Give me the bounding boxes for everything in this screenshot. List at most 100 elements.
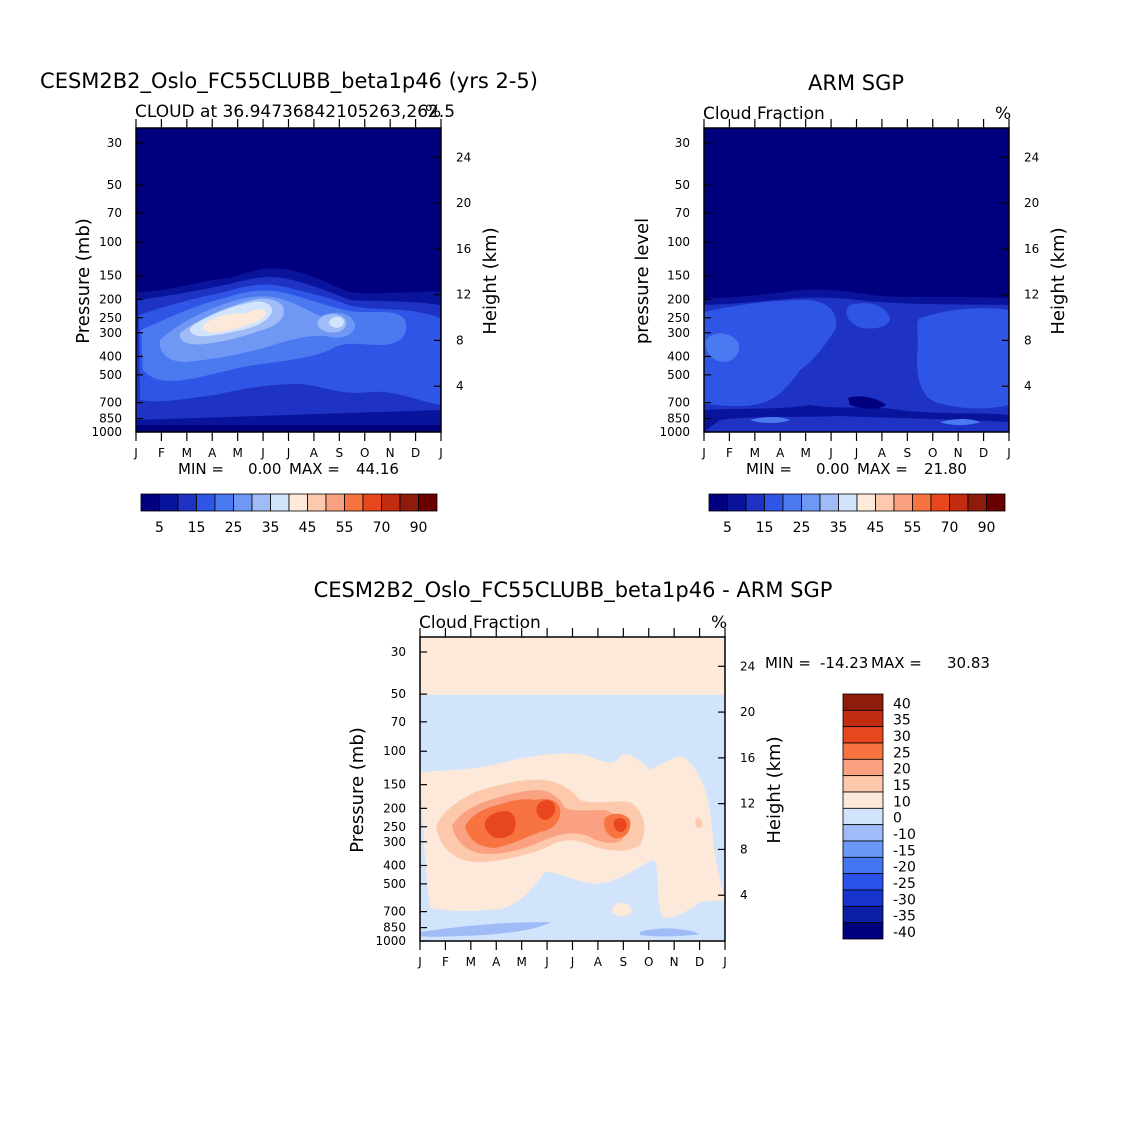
x-tick-label: J xyxy=(854,446,859,460)
level-4-low-b xyxy=(940,419,980,425)
y-tick-label: 100 xyxy=(99,235,122,249)
y-tick-label: 700 xyxy=(383,905,406,919)
level-8 xyxy=(203,308,266,333)
colorbar-box xyxy=(362,493,382,512)
colorbar-box xyxy=(842,791,884,809)
panel-obs-min-label: MIN = xyxy=(746,460,792,478)
colorbar-box xyxy=(842,856,884,875)
colorbar-label: 90 xyxy=(978,520,996,536)
colorbar-box xyxy=(967,493,987,512)
colorbar-label: 35 xyxy=(262,520,280,536)
y-tick-label: 250 xyxy=(99,311,122,325)
colorbar-box xyxy=(177,493,197,512)
colorbar-box xyxy=(842,824,884,842)
y-tick-label: 400 xyxy=(383,858,406,872)
level-4 xyxy=(705,333,740,362)
level-3 xyxy=(704,300,837,407)
panel-obs-colorbar: 5 15 25 35 45 55 70 90 xyxy=(708,493,1006,536)
colorbar-box xyxy=(842,840,884,858)
y-tick-label: 850 xyxy=(383,921,406,935)
panel-diff-ylabel-right: Height (km) xyxy=(764,736,785,843)
y-right-tick-label: 16 xyxy=(456,242,471,256)
panel-diff: CESM2B2_Oslo_FC55CLUBB_beta1p46 - ARM SG… xyxy=(314,578,990,969)
x-tick-label: J xyxy=(828,446,833,460)
x-tick-label: M xyxy=(232,446,242,460)
panel-obs-plot xyxy=(704,128,1009,432)
x-tick-label: F xyxy=(726,446,733,460)
colorbar-label: 25 xyxy=(793,520,811,536)
level-25-30b xyxy=(536,800,556,820)
panel-model-max-value: 44.16 xyxy=(356,460,399,478)
colorbar-label: -10 xyxy=(893,827,916,843)
colorbar-box xyxy=(140,493,160,512)
y-tick-label: 400 xyxy=(99,349,122,363)
panel-diff-ylabel: Pressure (mb) xyxy=(347,727,368,853)
y-tick-label: 70 xyxy=(391,715,406,729)
colorbar-box xyxy=(838,493,858,512)
y-tick-label: 200 xyxy=(383,801,406,815)
panel-model-max-label: MAX = xyxy=(289,460,340,478)
colorbar-box xyxy=(842,709,884,728)
y-tick-label: 300 xyxy=(667,326,690,340)
colorbar-label: 70 xyxy=(941,520,959,536)
x-tick-label: J xyxy=(701,446,706,460)
y-tick-label: 70 xyxy=(675,206,690,220)
y-tick-label: 1000 xyxy=(659,425,690,439)
y-right-tick-label: 20 xyxy=(740,705,755,719)
panel-model-units: % xyxy=(425,102,441,122)
y-tick-label: 100 xyxy=(383,744,406,758)
colorbar-box xyxy=(708,493,728,512)
y-tick-label: 700 xyxy=(667,396,690,410)
x-tick-label: A xyxy=(594,955,603,969)
colorbar-box xyxy=(801,493,821,512)
y-tick-label: 150 xyxy=(667,269,690,283)
y-tick-label: 50 xyxy=(107,178,122,192)
panel-diff-units: % xyxy=(711,613,727,633)
level-3b xyxy=(846,303,890,329)
x-tick-label: M xyxy=(516,955,526,969)
panel-diff-min-label: MIN = xyxy=(765,654,811,672)
x-tick-label: J xyxy=(438,446,443,460)
colorbar-box xyxy=(842,873,884,891)
colorbar-label: 25 xyxy=(225,520,243,536)
x-tick-label: D xyxy=(411,446,420,460)
y-tick-label: 50 xyxy=(675,178,690,192)
y-right-tick-label: 20 xyxy=(1024,196,1039,210)
colorbar-box xyxy=(418,493,438,512)
y-right-tick-label: 12 xyxy=(1024,288,1039,302)
colorbar-label: 40 xyxy=(893,696,911,712)
colorbar-box xyxy=(325,493,345,512)
panel-obs-title: ARM SGP xyxy=(808,71,904,95)
colorbar-box xyxy=(949,493,969,512)
y-tick-label: 300 xyxy=(99,326,122,340)
colorbar-label: 55 xyxy=(904,520,922,536)
colorbar-label: -20 xyxy=(893,860,916,876)
panel-diff-subtitle: Cloud Fraction xyxy=(419,613,541,633)
y-tick-label: 30 xyxy=(675,136,690,150)
y-tick-label: 850 xyxy=(99,412,122,426)
colorbar-box xyxy=(842,775,884,793)
colorbar-box xyxy=(251,493,271,512)
colorbar-label: 5 xyxy=(155,520,164,536)
x-tick-label: N xyxy=(670,955,679,969)
colorbar-label: -30 xyxy=(893,892,916,908)
x-tick-label: M xyxy=(800,446,810,460)
colorbar-box xyxy=(842,742,884,760)
colorbar-box xyxy=(842,889,884,907)
colorbar-label: 45 xyxy=(299,520,317,536)
y-tick-label: 100 xyxy=(667,235,690,249)
x-tick-label: F xyxy=(158,446,165,460)
y-tick-label: 300 xyxy=(383,835,406,849)
panel-diff-plot xyxy=(420,637,725,941)
colorbar-box xyxy=(344,493,364,512)
colorbar-label: 90 xyxy=(410,520,428,536)
colorbar-box xyxy=(764,493,784,512)
x-tick-label: M xyxy=(750,446,760,460)
x-tick-label: J xyxy=(544,955,549,969)
y-right-tick-label: 16 xyxy=(1024,242,1039,256)
colorbar-label: -35 xyxy=(893,909,916,925)
surface-band xyxy=(136,425,441,432)
x-tick-label: D xyxy=(979,446,988,460)
colorbar-box xyxy=(986,493,1006,512)
y-tick-label: 30 xyxy=(391,645,406,659)
